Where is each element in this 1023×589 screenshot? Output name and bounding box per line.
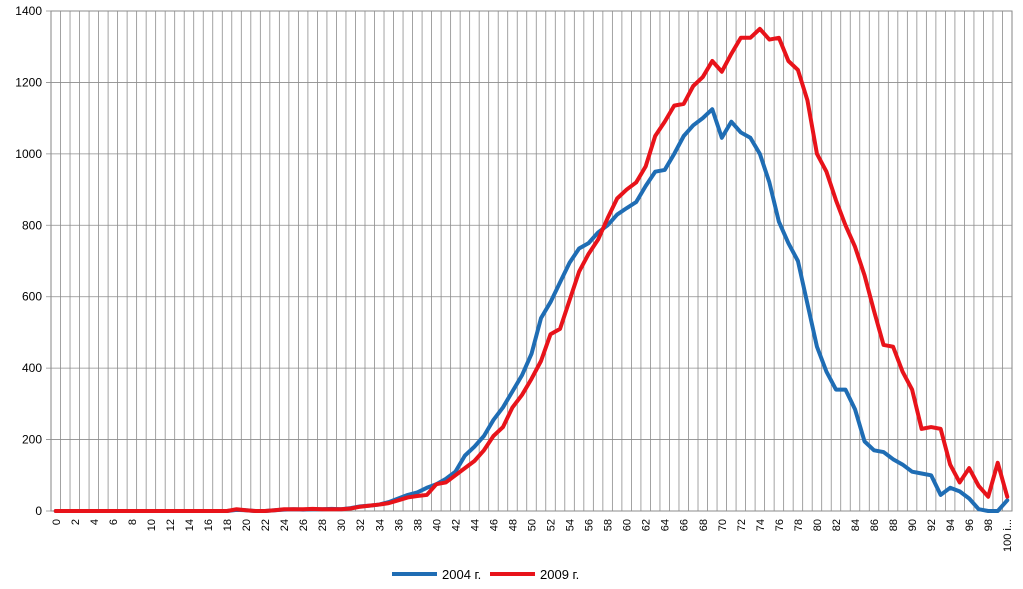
x-tick-label: 60 bbox=[622, 519, 634, 531]
legend-label-2009: 2009 г. bbox=[540, 567, 579, 582]
y-tick-label: 200 bbox=[22, 433, 42, 447]
y-tick-label: 1200 bbox=[15, 75, 42, 89]
y-tick-label: 1000 bbox=[15, 147, 42, 161]
x-tick-label: 64 bbox=[660, 519, 672, 531]
legend-label-2004: 2004 г. bbox=[442, 567, 481, 582]
x-tick-label: 76 bbox=[774, 519, 786, 531]
x-tick-label: 94 bbox=[945, 519, 957, 531]
y-tick-label: 600 bbox=[22, 290, 42, 304]
x-tick-label: 22 bbox=[260, 519, 272, 531]
x-tick-label: 78 bbox=[793, 519, 805, 531]
x-tick-label: 98 bbox=[983, 519, 995, 531]
y-tick-label: 400 bbox=[22, 361, 42, 375]
x-tick-label: 58 bbox=[603, 519, 615, 531]
y-tick-label: 800 bbox=[22, 218, 42, 232]
x-tick-label: 68 bbox=[698, 519, 710, 531]
y-axis-tick-labels: 0 200 400 600 800 1000 1200 1400 bbox=[15, 4, 42, 518]
x-tick-label: 24 bbox=[279, 519, 291, 531]
legend: 2004 г. 2009 г. bbox=[392, 567, 579, 582]
x-tick-label: 36 bbox=[393, 519, 405, 531]
x-tick-label: 16 bbox=[203, 519, 215, 531]
x-tick-label: 12 bbox=[165, 519, 177, 531]
x-tick-label: 50 bbox=[527, 519, 539, 531]
x-tick-label: 88 bbox=[888, 519, 900, 531]
x-tick-label: 74 bbox=[755, 519, 767, 531]
x-tick-label: 72 bbox=[736, 519, 748, 531]
x-tick-label: 52 bbox=[546, 519, 558, 531]
x-tick-label: 80 bbox=[812, 519, 824, 531]
x-tick-label: 6 bbox=[108, 519, 120, 525]
x-tick-label: 4 bbox=[89, 519, 101, 525]
x-tick-label: 82 bbox=[831, 519, 843, 531]
x-tick-label: 26 bbox=[298, 519, 310, 531]
x-tick-label: 56 bbox=[584, 519, 596, 531]
x-tick-label: 44 bbox=[469, 519, 481, 531]
x-tick-label: 54 bbox=[565, 519, 577, 531]
y-tick-label: 0 bbox=[35, 504, 42, 518]
x-tick-label: 70 bbox=[717, 519, 729, 531]
x-tick-label: 62 bbox=[641, 519, 653, 531]
x-tick-label: 86 bbox=[869, 519, 881, 531]
x-tick-label: 14 bbox=[184, 519, 196, 531]
x-tick-label: 28 bbox=[317, 519, 329, 531]
x-tick-label: 42 bbox=[450, 519, 462, 531]
series-line-1 bbox=[53, 26, 1010, 513]
x-tick-label: 0 bbox=[51, 519, 63, 525]
x-tick-label: 34 bbox=[374, 519, 386, 531]
grid-lines bbox=[46, 10, 1012, 512]
x-tick-label: 92 bbox=[926, 519, 938, 531]
series-lines bbox=[53, 26, 1010, 513]
x-tick-label: 46 bbox=[488, 519, 500, 531]
x-tick-label: 66 bbox=[679, 519, 691, 531]
x-tick-label: 8 bbox=[127, 519, 139, 525]
y-tick-label: 1400 bbox=[15, 4, 42, 18]
x-tick-label: 38 bbox=[412, 519, 424, 531]
x-tick-label: 84 bbox=[850, 519, 862, 531]
x-tick-label: 100 i... bbox=[1002, 519, 1014, 552]
x-axis-tick-labels: 0 2 4 6 8 10 12 14 16 18 20 22 24 26 28 30 32 34 36 38 40 42 4… bbox=[51, 519, 1014, 552]
plot-area bbox=[50, 10, 1013, 512]
x-tick-label: 30 bbox=[336, 519, 348, 531]
x-tick-label: 48 bbox=[507, 519, 519, 531]
x-tick-label: 20 bbox=[241, 519, 253, 531]
x-tick-label: 2 bbox=[70, 519, 82, 525]
x-tick-label: 96 bbox=[964, 519, 976, 531]
x-tick-label: 32 bbox=[355, 519, 367, 531]
x-tick-label: 90 bbox=[907, 519, 919, 531]
x-tick-label: 18 bbox=[222, 519, 234, 531]
x-tick-label: 40 bbox=[431, 519, 443, 531]
x-tick-label: 10 bbox=[146, 519, 158, 531]
